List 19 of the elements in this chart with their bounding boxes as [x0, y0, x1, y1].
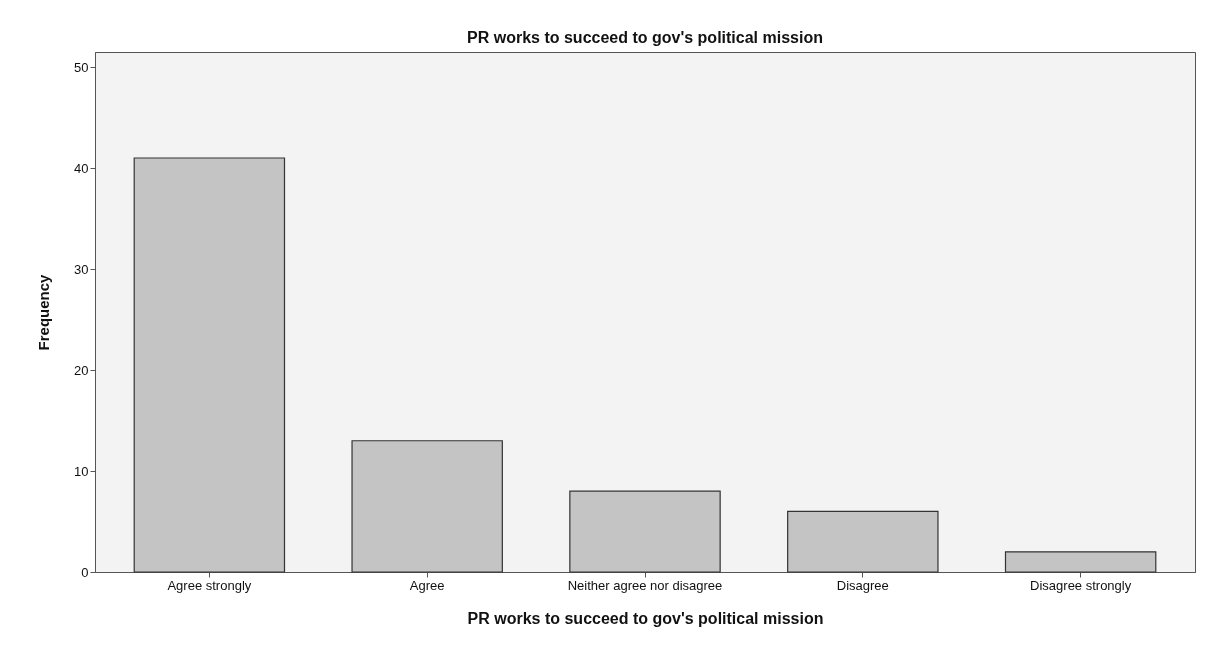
bar [351, 440, 503, 573]
chart-title: PR works to succeed to gov's political mission [467, 29, 823, 46]
bar [1004, 551, 1157, 573]
y-tick-label: 50 [74, 59, 89, 75]
x-tick-label: Agree [409, 577, 445, 593]
x-tick-label: Neither agree nor disagree [567, 577, 723, 593]
y-tick-label: 10 [74, 463, 89, 479]
y-tick-label: 30 [74, 261, 89, 277]
y-tick-label: 0 [81, 564, 89, 580]
y-tick-label: 40 [74, 160, 89, 176]
bar [787, 510, 939, 573]
x-tick-label: Disagree strongly [1030, 577, 1132, 593]
y-axis-title: Frequency [35, 273, 53, 351]
bar [133, 157, 286, 573]
x-axis-title: PR works to succeed to gov's political mission [467, 609, 824, 627]
x-tick-label: Agree strongly [167, 577, 252, 593]
bar [569, 490, 721, 573]
y-tick-label: 20 [74, 362, 89, 378]
x-tick-label: Disagree [836, 577, 889, 593]
